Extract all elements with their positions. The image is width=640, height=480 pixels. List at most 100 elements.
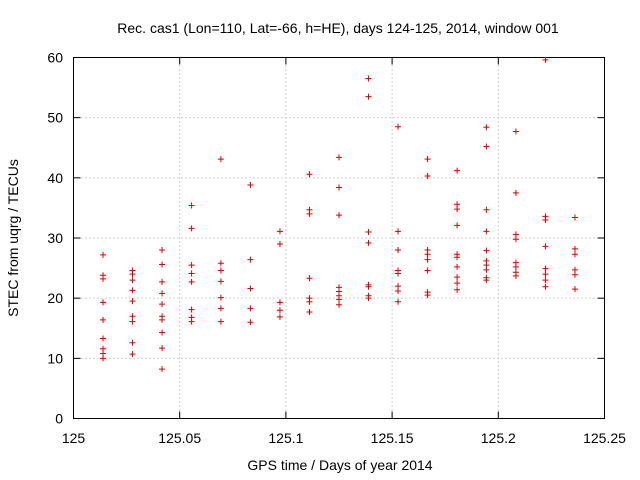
data-point xyxy=(217,318,224,325)
grid xyxy=(73,57,605,419)
data-point xyxy=(100,299,107,306)
y-tick-label: 60 xyxy=(47,50,63,66)
data-point xyxy=(424,251,431,258)
data-point xyxy=(542,56,549,63)
y-tick-label: 40 xyxy=(47,170,63,186)
data-point xyxy=(306,171,313,178)
data-point xyxy=(100,275,107,282)
data-point xyxy=(483,247,490,254)
data-point xyxy=(336,296,342,303)
data-point xyxy=(217,305,224,312)
data-point xyxy=(217,260,224,267)
data-point xyxy=(454,222,461,229)
data-point xyxy=(306,309,313,316)
y-axis-tick-labels: 0 10 20 30 40 50 60 xyxy=(47,50,63,427)
data-point xyxy=(159,247,166,254)
data-point xyxy=(247,319,254,326)
data-point xyxy=(276,228,283,235)
data-point xyxy=(129,298,136,305)
data-point xyxy=(100,316,107,323)
data-point xyxy=(571,214,578,221)
data-point xyxy=(395,270,402,277)
data-point xyxy=(454,280,461,287)
data-point xyxy=(306,298,313,305)
y-tick-label: 30 xyxy=(47,230,63,246)
data-point xyxy=(188,318,195,325)
data-point xyxy=(395,247,402,254)
data-point xyxy=(188,262,195,269)
data-point xyxy=(247,285,254,292)
data-point xyxy=(217,267,224,274)
data-point xyxy=(512,128,519,135)
data-point xyxy=(100,251,107,258)
data-points xyxy=(100,56,578,373)
data-point xyxy=(483,266,490,273)
data-point xyxy=(512,236,519,243)
data-point xyxy=(217,156,224,163)
data-point xyxy=(571,251,578,258)
data-point xyxy=(247,182,254,189)
data-point xyxy=(276,241,283,248)
data-point xyxy=(454,274,461,281)
axis-ticks xyxy=(73,57,605,419)
data-point xyxy=(512,263,519,270)
data-point xyxy=(159,329,166,336)
data-point xyxy=(424,292,431,299)
data-point xyxy=(336,301,342,308)
data-point xyxy=(571,245,578,252)
data-point xyxy=(159,316,166,323)
data-point xyxy=(424,156,431,163)
data-point xyxy=(247,256,254,263)
data-point xyxy=(512,272,519,279)
data-point xyxy=(100,335,107,342)
data-point xyxy=(276,313,283,320)
data-point xyxy=(542,271,549,278)
y-tick-label: 50 xyxy=(47,110,63,126)
data-point xyxy=(571,271,578,278)
data-point xyxy=(424,173,431,180)
data-point xyxy=(542,277,549,284)
data-point xyxy=(454,167,461,174)
data-point xyxy=(217,278,224,285)
data-point xyxy=(483,228,490,235)
data-point xyxy=(336,212,342,219)
data-point xyxy=(276,307,283,314)
data-point xyxy=(365,283,372,290)
data-point xyxy=(483,277,490,284)
y-tick-label: 0 xyxy=(55,411,63,427)
x-tick-label: 125.2 xyxy=(481,430,516,446)
data-point xyxy=(395,298,402,305)
data-point xyxy=(365,75,372,82)
data-point xyxy=(512,189,519,196)
data-point xyxy=(129,339,136,346)
data-point xyxy=(306,210,313,217)
data-point xyxy=(454,254,461,261)
data-point xyxy=(395,123,402,130)
data-point xyxy=(159,261,166,268)
data-point xyxy=(542,265,549,272)
data-point xyxy=(276,299,283,306)
data-point xyxy=(454,286,461,293)
data-point xyxy=(100,355,107,362)
data-point xyxy=(365,239,372,246)
data-point xyxy=(129,351,136,358)
data-point xyxy=(159,301,166,308)
data-point xyxy=(159,345,166,352)
data-point xyxy=(188,202,195,209)
chart-title: Rec. cas1 (Lon=110, Lat=-66, h=HE), days… xyxy=(117,20,559,36)
data-point xyxy=(217,294,224,301)
data-point xyxy=(129,271,136,278)
data-point xyxy=(483,206,490,213)
x-tick-label: 125.1 xyxy=(268,430,303,446)
x-tick-label: 125.05 xyxy=(158,430,201,446)
data-point xyxy=(159,278,166,285)
x-tick-label: 125.25 xyxy=(583,430,626,446)
data-point xyxy=(365,93,372,100)
data-point xyxy=(188,225,195,232)
data-point xyxy=(159,290,166,297)
data-point xyxy=(129,313,136,320)
data-point xyxy=(306,275,313,282)
data-point xyxy=(365,295,372,302)
data-point xyxy=(483,143,490,150)
